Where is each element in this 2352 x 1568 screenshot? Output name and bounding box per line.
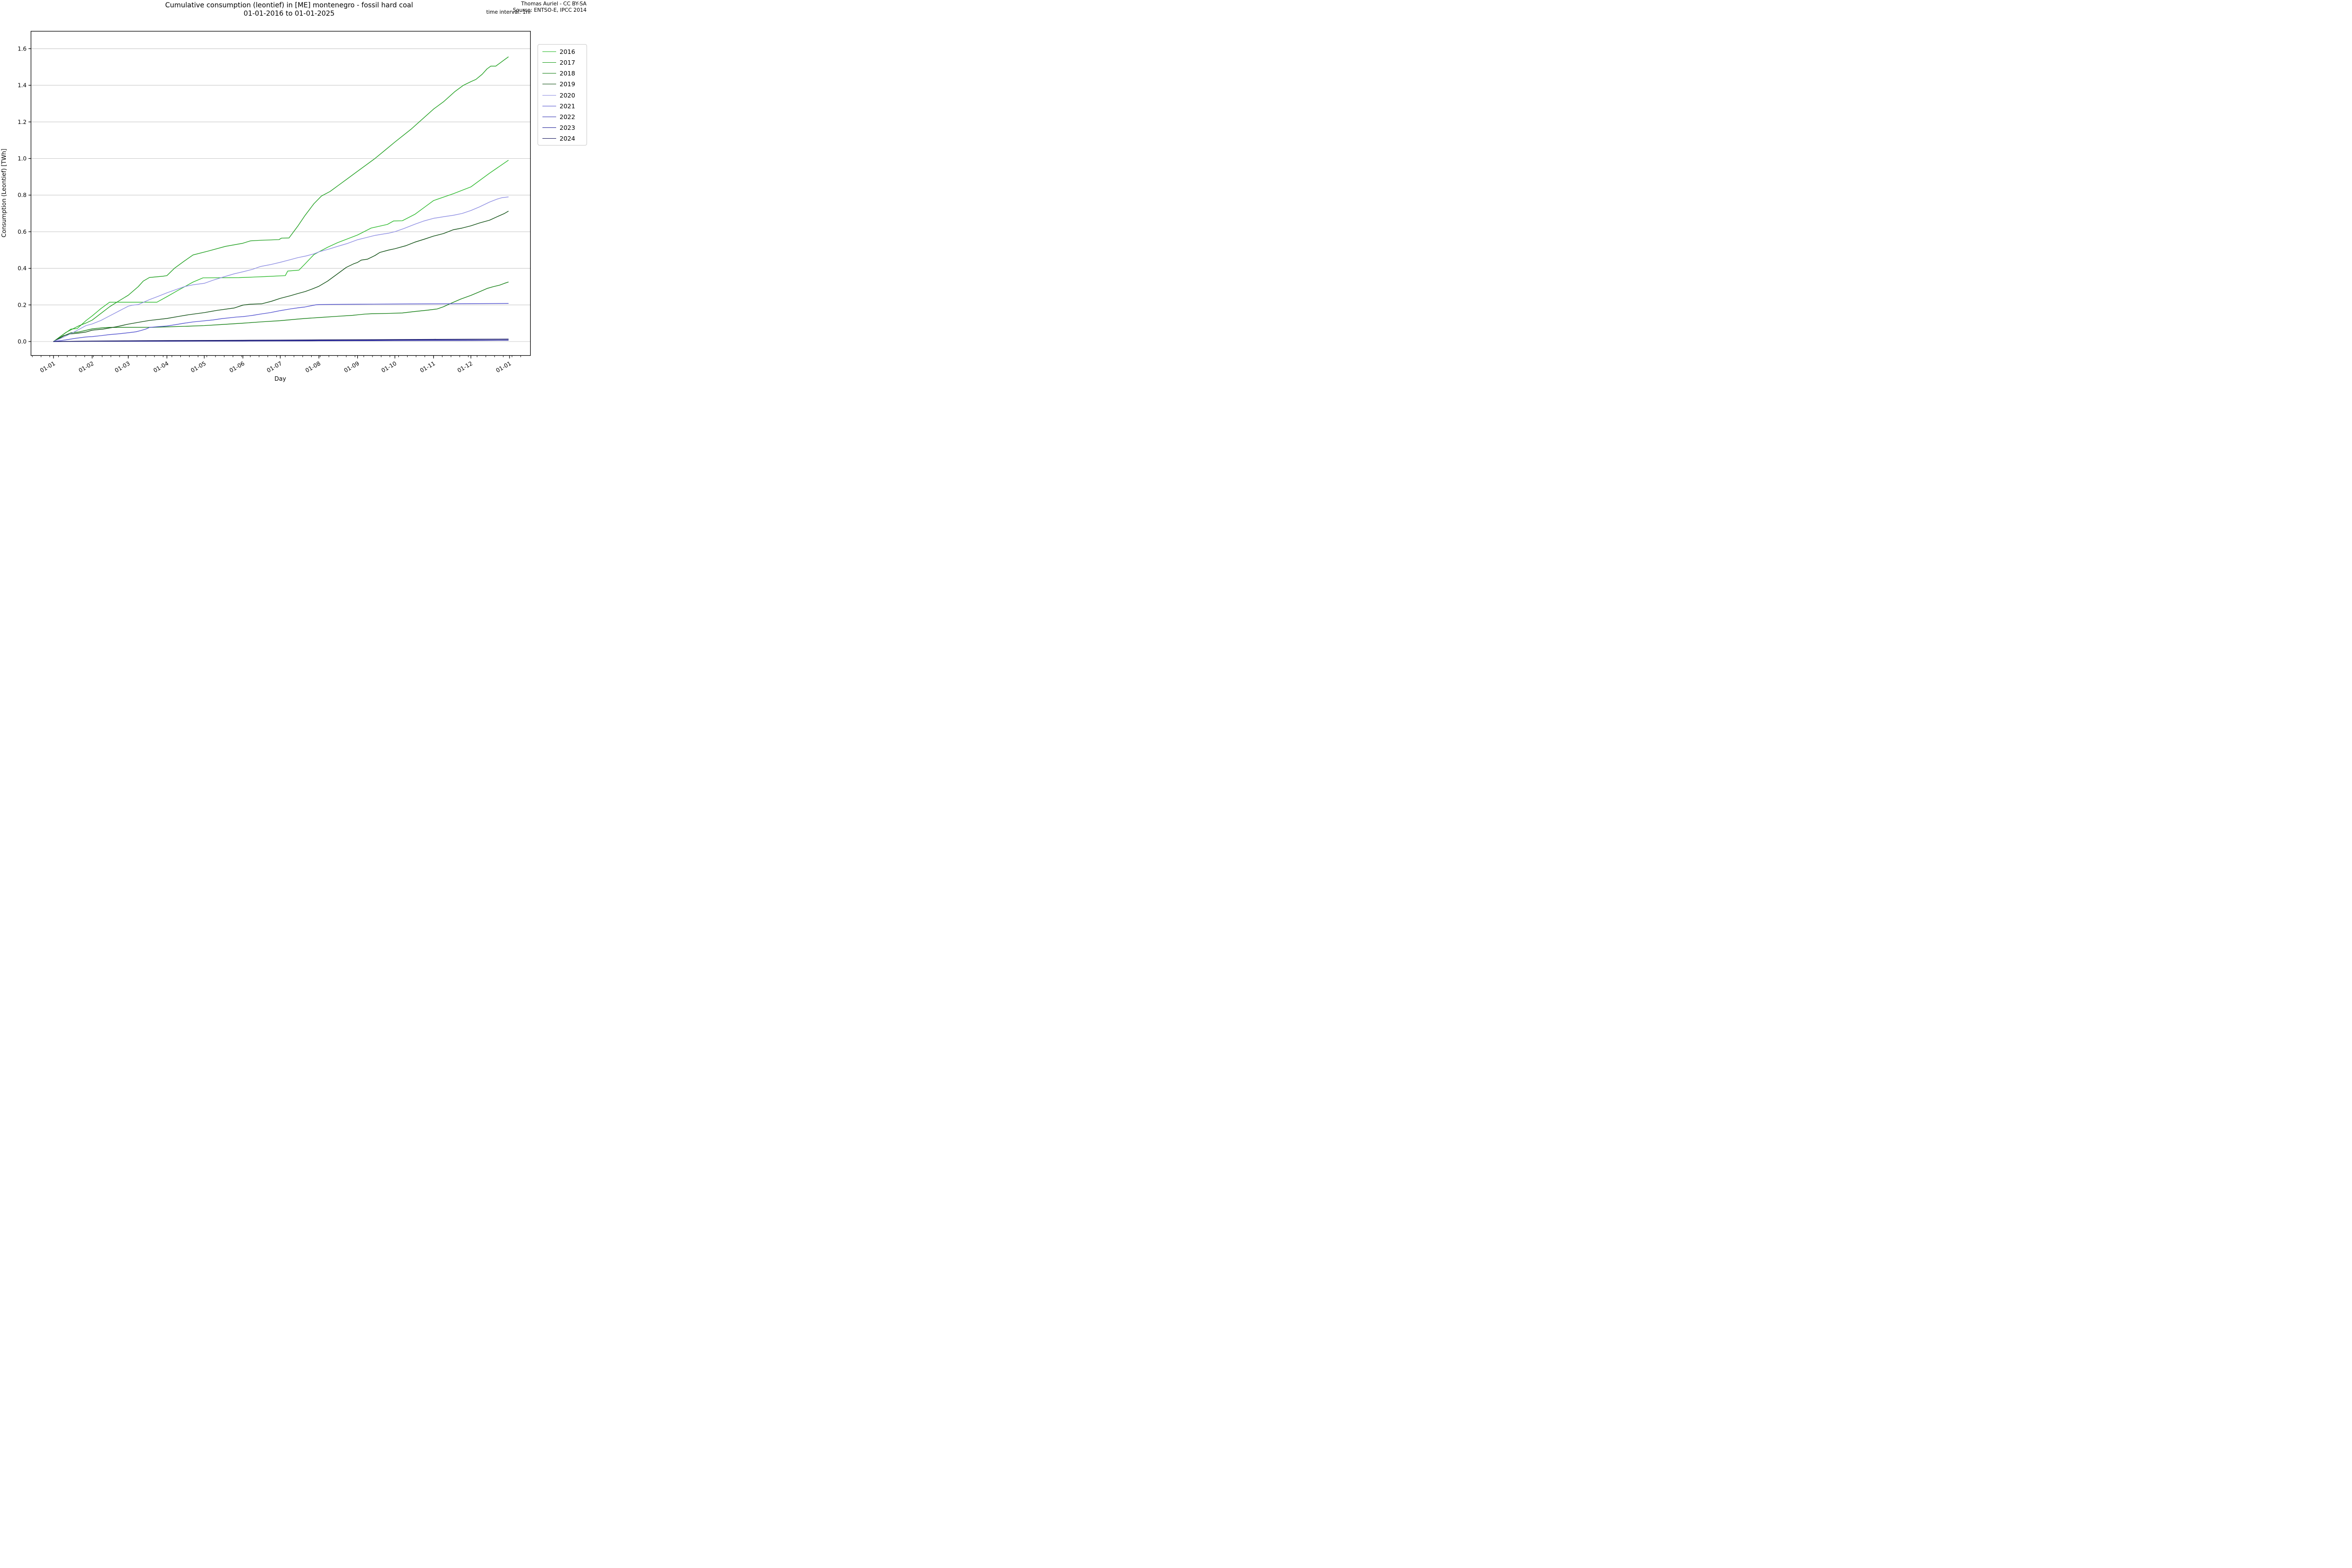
attribution-author: Thomas Auriel - CC BY-SA bbox=[521, 1, 587, 7]
legend-item-2023: 2023 bbox=[542, 124, 587, 131]
y-tick-label: 0.6 bbox=[18, 228, 26, 235]
legend-swatch-2017 bbox=[542, 62, 556, 63]
legend-item-2018: 2018 bbox=[542, 70, 587, 77]
chart-title-block: Cumulative consumption (leontief) in [ME… bbox=[127, 1, 451, 18]
y-tick-label: 1.4 bbox=[18, 82, 26, 89]
legend-label-2020: 2020 bbox=[560, 91, 575, 99]
legend-item-2022: 2022 bbox=[542, 113, 587, 121]
legend-swatch-2016 bbox=[542, 51, 556, 52]
legend-item-2016: 2016 bbox=[542, 48, 587, 55]
x-tick-label: 01-10 bbox=[380, 360, 398, 374]
x-tick-label: 01-06 bbox=[228, 360, 246, 374]
x-tick-label: 01-02 bbox=[77, 360, 95, 374]
legend-label-2022: 2022 bbox=[560, 113, 575, 121]
series-line-2023 bbox=[53, 340, 509, 342]
x-tick-label: 01-12 bbox=[456, 360, 474, 374]
legend-label-2018: 2018 bbox=[560, 70, 575, 77]
y-tick-label: 0.2 bbox=[18, 301, 26, 308]
plot-border bbox=[30, 31, 531, 356]
series-line-2017 bbox=[53, 56, 509, 342]
x-tick-label: 01-04 bbox=[152, 360, 170, 374]
attribution: Thomas Auriel - CC BY-SA Source: ENTSO-E… bbox=[513, 1, 587, 14]
legend-swatch-2020 bbox=[542, 95, 556, 96]
legend-item-2017: 2017 bbox=[542, 59, 587, 66]
x-tick-label: 01-05 bbox=[190, 360, 207, 374]
legend-item-2024: 2024 bbox=[542, 135, 587, 142]
x-tick-label: 01-01 bbox=[495, 360, 513, 374]
y-tick-label: 1.2 bbox=[18, 119, 26, 125]
legend-swatch-2023 bbox=[542, 127, 556, 128]
time-interval-note: time interval: 1hr bbox=[486, 9, 531, 15]
legend-swatch-2024 bbox=[542, 138, 556, 139]
legend: 2016 2017 2018 2019 2020 2021 2022 2023 2024 bbox=[538, 44, 587, 146]
legend-item-2020: 2020 bbox=[542, 92, 587, 99]
series-line-2020 bbox=[53, 196, 509, 342]
legend-label-2019: 2019 bbox=[560, 80, 575, 88]
x-tick-label: 01-03 bbox=[114, 360, 131, 374]
figure: 0.0 0.2 0.4 0.6 0.8 1.0 1.2 1.4 1.6 01-01 01-02 01-… bbox=[0, 0, 588, 392]
legend-label-2016: 2016 bbox=[560, 48, 575, 55]
y-tick-label: 1.0 bbox=[18, 155, 26, 162]
legend-label-2017: 2017 bbox=[560, 59, 575, 67]
attribution-source: Source: ENTSO-E, IPCC 2014 bbox=[513, 7, 587, 14]
series-line-2018 bbox=[53, 281, 509, 342]
x-axis-label: Day bbox=[274, 375, 286, 382]
series-line-2019 bbox=[53, 211, 509, 342]
chart-subtitle: 01-01-2016 to 01-01-2025 bbox=[244, 9, 335, 18]
chart-title: Cumulative consumption (leontief) in [ME… bbox=[165, 1, 414, 9]
y-axis-label: Consumption (Leontief) [TWh] bbox=[0, 148, 7, 238]
y-tick-label: 0.0 bbox=[18, 338, 26, 345]
x-tick-label: 01-01 bbox=[39, 360, 56, 374]
y-tick-label: 0.8 bbox=[18, 192, 26, 198]
x-tick-label: 01-11 bbox=[419, 360, 437, 374]
x-tick-label: 01-09 bbox=[343, 360, 360, 374]
chart-svg: 0.0 0.2 0.4 0.6 0.8 1.0 1.2 1.4 1.6 01-01 01-02 01-… bbox=[18, 31, 531, 374]
series-line-2021 bbox=[53, 303, 509, 342]
x-tick-label: 01-07 bbox=[266, 360, 283, 374]
legend-item-2019: 2019 bbox=[542, 80, 587, 88]
y-tick-label: 0.4 bbox=[18, 265, 26, 272]
legend-label-2024: 2024 bbox=[560, 135, 575, 142]
legend-swatch-2018 bbox=[542, 73, 556, 74]
x-tick-label: 01-08 bbox=[304, 360, 322, 374]
y-tick-label: 1.6 bbox=[18, 45, 26, 52]
legend-label-2021: 2021 bbox=[560, 102, 575, 110]
legend-label-2023: 2023 bbox=[560, 123, 575, 131]
series-line-2024 bbox=[53, 339, 509, 342]
legend-item-2021: 2021 bbox=[542, 102, 587, 110]
series-line-2016 bbox=[53, 160, 509, 342]
